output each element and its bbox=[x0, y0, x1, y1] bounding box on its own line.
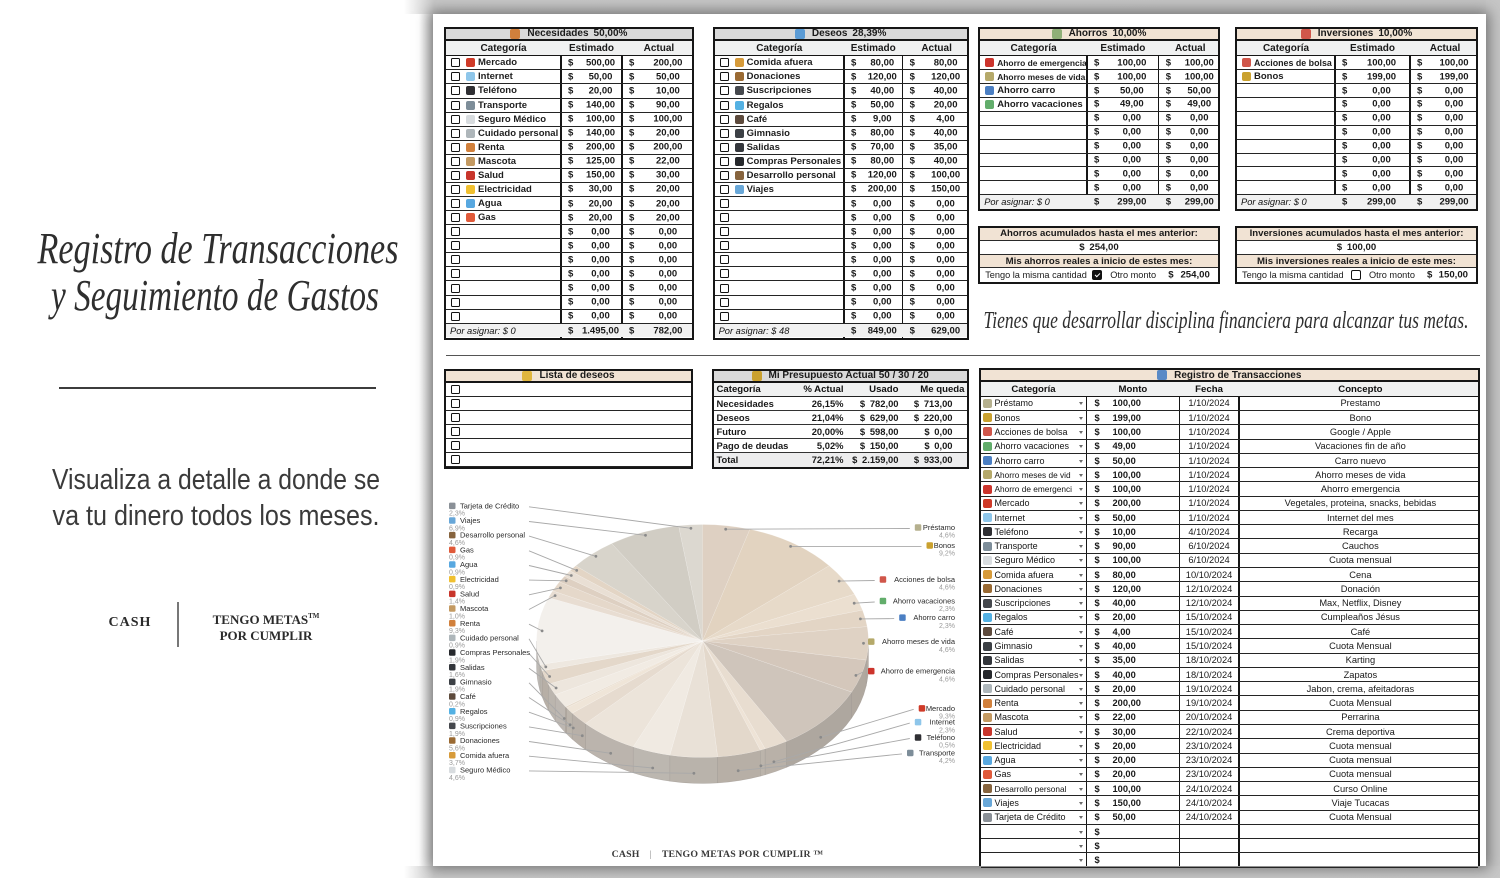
svg-text:4,6%: 4,6% bbox=[939, 585, 955, 592]
svg-text:0,9%: 0,9% bbox=[449, 569, 465, 576]
svg-text:6,9%: 6,9% bbox=[449, 525, 465, 532]
svg-text:4,6%: 4,6% bbox=[449, 775, 465, 782]
svg-text:Compras Personales: Compras Personales bbox=[460, 648, 530, 657]
svg-text:Regalos: Regalos bbox=[460, 707, 488, 716]
svg-text:Café: Café bbox=[460, 692, 476, 701]
svg-text:Donaciones: Donaciones bbox=[460, 736, 500, 745]
svg-text:Acciones de bolsa: Acciones de bolsa bbox=[894, 575, 956, 584]
svg-text:Internet: Internet bbox=[930, 718, 956, 727]
svg-text:Tienes que desarrollar discipl: Tienes que desarrollar disciplina financ… bbox=[984, 308, 1469, 334]
svg-text:Ahorro carro: Ahorro carro bbox=[913, 613, 955, 622]
svg-text:4,6%: 4,6% bbox=[939, 647, 955, 654]
svg-text:Mascota: Mascota bbox=[460, 604, 489, 613]
svg-text:Mercado: Mercado bbox=[926, 704, 955, 713]
svg-text:9,2%: 9,2% bbox=[939, 551, 955, 558]
svg-text:Renta: Renta bbox=[460, 619, 481, 628]
svg-text:Ahorro de emergencia: Ahorro de emergencia bbox=[881, 667, 956, 676]
svg-text:2,3%: 2,3% bbox=[939, 606, 955, 613]
svg-text:3,7%: 3,7% bbox=[449, 760, 465, 767]
svg-text:1,9%: 1,9% bbox=[449, 731, 465, 738]
svg-text:Ahorro meses de vida: Ahorro meses de vida bbox=[882, 637, 956, 646]
svg-text:1,6%: 1,6% bbox=[449, 672, 465, 679]
svg-text:Agua: Agua bbox=[460, 560, 478, 569]
svg-text:0,5%: 0,5% bbox=[939, 743, 955, 750]
svg-text:Ahorro vacaciones: Ahorro vacaciones bbox=[893, 597, 955, 606]
svg-text:Bonos: Bonos bbox=[934, 541, 956, 550]
svg-text:4,6%: 4,6% bbox=[939, 533, 955, 540]
svg-text:9,3%: 9,3% bbox=[939, 714, 955, 721]
svg-text:Comida afuera: Comida afuera bbox=[460, 751, 510, 760]
svg-text:Viajes: Viajes bbox=[460, 516, 481, 525]
svg-text:0,9%: 0,9% bbox=[449, 555, 465, 562]
svg-text:Salud: Salud bbox=[460, 589, 479, 598]
svg-text:Salidas: Salidas bbox=[460, 663, 485, 672]
svg-text:4,6%: 4,6% bbox=[939, 676, 955, 683]
svg-text:va tu dinero todos los meses.: va tu dinero todos los meses. bbox=[53, 500, 380, 532]
svg-text:9,3%: 9,3% bbox=[449, 628, 465, 635]
svg-text:Seguro Médico: Seguro Médico bbox=[460, 766, 510, 775]
svg-text:1,0%: 1,0% bbox=[449, 613, 465, 620]
svg-text:2,3%: 2,3% bbox=[939, 623, 955, 630]
svg-text:Gas: Gas bbox=[460, 545, 474, 554]
svg-text:0,9%: 0,9% bbox=[449, 643, 465, 650]
svg-text:4,6%: 4,6% bbox=[449, 540, 465, 547]
svg-text:2,3%: 2,3% bbox=[939, 727, 955, 734]
svg-text:Suscripciones: Suscripciones bbox=[460, 722, 507, 731]
svg-text:0,2%: 0,2% bbox=[449, 701, 465, 708]
svg-text:Tarjeta de Crédito: Tarjeta de Crédito bbox=[460, 501, 519, 510]
svg-text:Transporte: Transporte bbox=[919, 749, 955, 758]
svg-text:1,4%: 1,4% bbox=[449, 599, 465, 606]
svg-text:5,6%: 5,6% bbox=[449, 745, 465, 752]
svg-text:1,9%: 1,9% bbox=[449, 687, 465, 694]
svg-text:y Seguimiento de Gastos: y Seguimiento de Gastos bbox=[48, 271, 379, 320]
svg-text:Préstamo: Préstamo bbox=[923, 523, 955, 532]
svg-text:Desarrollo personal: Desarrollo personal bbox=[460, 531, 525, 540]
svg-text:Teléfono: Teléfono bbox=[927, 733, 955, 742]
svg-text:2,3%: 2,3% bbox=[449, 511, 465, 518]
svg-text:Gimnasio: Gimnasio bbox=[460, 677, 492, 686]
svg-text:Visualiza a detalle a donde se: Visualiza a detalle a donde se bbox=[52, 464, 380, 496]
svg-text:Electricidad: Electricidad bbox=[460, 575, 499, 584]
svg-text:Cuidado personal: Cuidado personal bbox=[460, 633, 519, 642]
svg-text:0,9%: 0,9% bbox=[449, 584, 465, 591]
svg-text:4,2%: 4,2% bbox=[939, 758, 955, 765]
svg-text:0,9%: 0,9% bbox=[449, 716, 465, 723]
svg-text:1,9%: 1,9% bbox=[449, 657, 465, 664]
svg-text:Registro de Transacciones: Registro de Transacciones bbox=[37, 224, 399, 273]
